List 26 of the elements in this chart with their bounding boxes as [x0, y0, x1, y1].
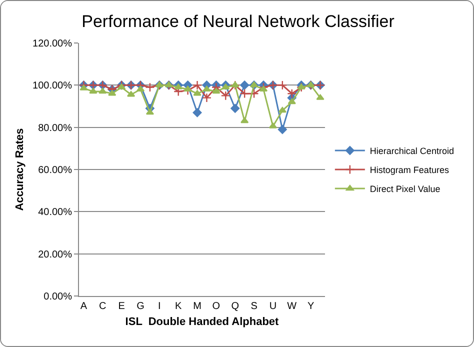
y-axis-title: Accuracy Rates: [14, 128, 26, 211]
y-tick-label: 0.00%: [44, 292, 72, 302]
x-tick-label: Q: [231, 301, 240, 312]
x-tick-label: G: [136, 301, 145, 312]
y-tick-label: 40.00%: [38, 207, 72, 218]
y-tick-label: 100.00%: [32, 80, 72, 92]
y-tick-label: 80.00%: [38, 122, 72, 134]
x-tick-label: K: [175, 301, 182, 312]
x-tick-label: O: [212, 301, 220, 312]
y-tick-label: 120.00%: [32, 38, 72, 50]
chart-title: Performance of Neural Network Classifier: [82, 12, 395, 31]
x-tick-label: E: [118, 301, 126, 312]
x-tick-label: S: [250, 301, 258, 312]
y-tick-label: 60.00%: [38, 165, 72, 176]
legend-label: Direct Pixel Value: [370, 184, 440, 194]
legend-label: Histogram Features: [370, 165, 450, 176]
x-tick-label: Y: [307, 301, 314, 312]
x-tick-label: W: [287, 301, 298, 312]
x-tick-label: I: [158, 301, 161, 312]
legend-label: Hierarchical Centroid: [370, 146, 454, 156]
x-tick-label: M: [193, 301, 202, 312]
y-tick-label: 20.00%: [38, 249, 72, 260]
x-axis-title: ISL Double Handed Alphabet: [125, 316, 280, 328]
x-tick-label: A: [80, 301, 88, 312]
x-tick-label: C: [99, 301, 106, 312]
x-tick-label: U: [269, 301, 277, 312]
